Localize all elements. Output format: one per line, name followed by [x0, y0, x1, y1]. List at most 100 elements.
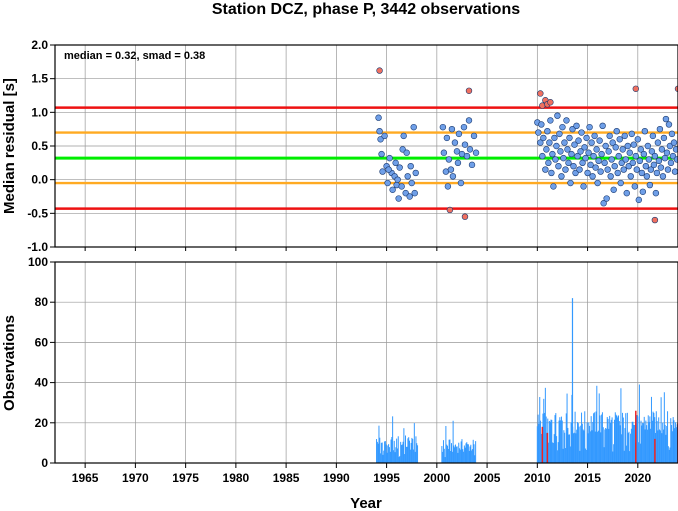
residual-point [375, 114, 382, 121]
residual-point [395, 195, 402, 202]
residual-point [560, 154, 567, 162]
residual-point [594, 179, 601, 187]
residual-point [660, 134, 668, 142]
outlier-point [465, 87, 473, 94]
residual-point [376, 127, 383, 135]
residual-point [466, 146, 474, 153]
y-tick-label: 1.5 [31, 72, 48, 86]
residual-point [554, 112, 561, 119]
residual-point [559, 123, 566, 131]
residual-point [394, 176, 401, 183]
residual-point [575, 137, 582, 144]
residual-point [593, 146, 600, 153]
y-tick-label: 40 [35, 376, 49, 390]
residual-point [449, 173, 457, 180]
residual-point [673, 156, 678, 163]
residual-point [628, 130, 635, 138]
residual-point [654, 139, 662, 146]
residual-point [389, 186, 396, 193]
residual-point [570, 163, 577, 170]
y-tick-label: 1.0 [31, 105, 48, 119]
residual-point [412, 169, 419, 177]
residual-point [549, 150, 556, 158]
residual-point [381, 132, 388, 140]
residual-point [461, 141, 469, 148]
residual-point [602, 142, 609, 150]
residual-point [411, 189, 418, 197]
residual-point [457, 179, 465, 187]
residual-point [582, 154, 589, 162]
x-tick-label: 1980 [223, 471, 250, 485]
residual-point [668, 130, 676, 138]
residual-point [659, 173, 667, 180]
observations-panel: 0 20 40 60 80 100 1965 1970 1975 1980 1985 1990 199… [1, 247, 678, 511]
residual-point [402, 189, 409, 197]
y-tick-label: 60 [35, 335, 49, 349]
outlier-point [537, 90, 544, 97]
x-tick-label: 1995 [373, 471, 400, 485]
residual-point [572, 169, 579, 177]
residual-point [470, 132, 478, 140]
residual-point [634, 136, 642, 143]
outlier-point [461, 213, 469, 220]
residual-point [606, 132, 613, 140]
residual-point [656, 125, 664, 133]
y-tick-label: 20 [35, 416, 49, 430]
residual-point [403, 149, 410, 156]
residual-point [468, 161, 476, 169]
residual-point [626, 149, 633, 156]
residual-point [544, 127, 551, 135]
y-tick-label: 0.0 [31, 173, 48, 187]
residual-point [645, 156, 653, 163]
residual-point [646, 181, 654, 189]
residual-point [655, 157, 663, 165]
residual-point [600, 200, 607, 207]
x-tick-label: 1990 [323, 471, 350, 485]
year-x-axis-label: Year [350, 495, 382, 511]
residual-point [386, 154, 393, 162]
y-tick-label: 0 [41, 456, 48, 470]
y-tick-label: 100 [28, 255, 48, 269]
observations-plot-frame [54, 261, 678, 464]
residual-point [672, 146, 678, 153]
y-tick-label: -0.5 [27, 206, 48, 220]
residual-point [547, 117, 554, 124]
residual-point [574, 152, 581, 160]
residual-point [543, 146, 550, 153]
residual-point [586, 123, 593, 131]
residual-point [399, 146, 406, 153]
residual-point [584, 169, 591, 177]
residual-point [665, 121, 673, 128]
residual-point [666, 142, 674, 150]
residual-point [667, 159, 675, 167]
x-tick-label: 2005 [474, 471, 501, 485]
residual-point [465, 117, 473, 124]
residual-point [599, 122, 606, 130]
residual-point [590, 152, 597, 160]
residual-point [443, 134, 451, 142]
residual-point [636, 157, 644, 165]
residual-point [408, 179, 415, 187]
residual-point [577, 148, 584, 155]
residual-point [551, 134, 558, 142]
residual-point [620, 166, 627, 173]
residual-point [651, 152, 659, 160]
residual-point [632, 152, 639, 160]
residual-point [557, 148, 564, 155]
residual-point [385, 166, 392, 173]
residual-point [454, 159, 462, 167]
residual-point [447, 166, 455, 173]
residual-point [579, 159, 586, 167]
residual-point [596, 137, 603, 144]
residual-point [553, 142, 560, 150]
residual-point [585, 149, 592, 156]
residual-point [621, 132, 628, 140]
residual-point [591, 132, 598, 140]
residual-point [643, 173, 651, 180]
residual-point [445, 156, 453, 163]
outlier-point [547, 99, 554, 106]
x-tick-label: 1985 [273, 471, 300, 485]
chart-title: Station DCZ, phase P, 3442 observations [212, 1, 520, 18]
residual-point [564, 146, 571, 153]
residual-point [592, 164, 599, 171]
